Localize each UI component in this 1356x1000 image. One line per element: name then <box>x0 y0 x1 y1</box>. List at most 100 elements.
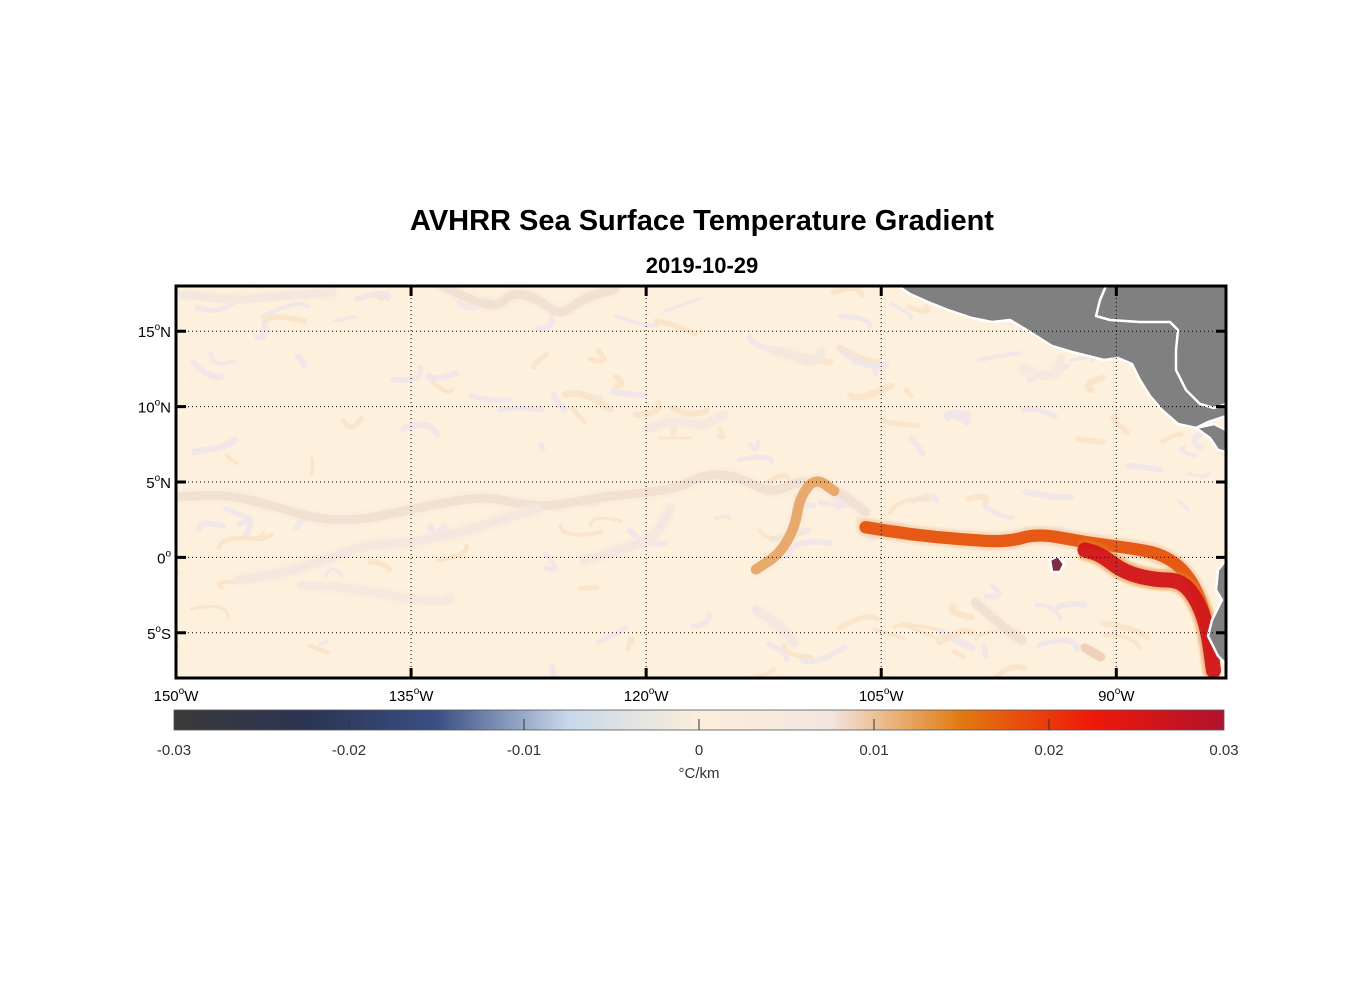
map-title: AVHRR Sea Surface Temperature Gradient <box>410 205 994 237</box>
background-texture <box>562 390 614 413</box>
background-texture <box>893 623 938 640</box>
background-texture <box>613 373 625 389</box>
background-texture <box>610 388 648 399</box>
background-texture <box>977 350 1022 363</box>
galapagos-front <box>1077 542 1222 678</box>
background-texture <box>830 286 865 298</box>
background-texture <box>549 664 576 678</box>
south-filament-d <box>1080 643 1106 662</box>
background-texture <box>340 415 364 430</box>
background-texture <box>224 454 239 466</box>
background-texture <box>965 493 990 506</box>
equatorial-front-east <box>859 521 1220 662</box>
colorbar-tick-label: 0.01 <box>859 742 888 759</box>
background-texture <box>208 351 236 366</box>
background-texture <box>880 416 920 429</box>
colorbar-tick-label: 0.02 <box>1034 742 1063 759</box>
background-texture <box>538 442 546 452</box>
background-texture <box>908 435 926 457</box>
galapagos-islands <box>1048 554 1066 574</box>
south-filament-b <box>751 605 800 648</box>
background-texture <box>332 314 357 323</box>
background-texture <box>309 457 315 476</box>
background-texture <box>468 393 512 403</box>
background-texture <box>669 404 710 417</box>
background-texture <box>189 604 230 620</box>
colorbar-tick-label: -0.03 <box>157 742 191 759</box>
background-texture <box>798 644 848 665</box>
background-texture <box>614 313 660 328</box>
equatorial-front-west <box>176 470 870 525</box>
background-texture <box>190 359 224 381</box>
lon-tick-label: 105oW <box>859 686 905 705</box>
background-texture <box>1021 406 1058 419</box>
background-texture <box>588 516 623 528</box>
north-front-d <box>1018 354 1066 380</box>
background-texture <box>191 436 238 456</box>
background-texture <box>497 405 545 413</box>
south-america-land <box>1206 558 1226 666</box>
graticule <box>176 286 1226 678</box>
latitude-labels: 15oN 10oN 5oN 0o 5oS <box>138 322 172 643</box>
background-texture <box>1191 430 1204 451</box>
background-texture <box>625 636 635 652</box>
background-texture <box>354 290 391 302</box>
background-texture <box>653 318 698 337</box>
central-america-land <box>896 286 1226 430</box>
background-texture <box>254 320 269 341</box>
background-texture <box>260 301 310 319</box>
background-texture <box>937 629 976 651</box>
background-texture <box>784 538 833 560</box>
south-equatorial-front <box>234 504 541 585</box>
lon-tick-label: 150oW <box>154 686 200 705</box>
background-texture <box>632 399 662 418</box>
background-texture <box>1075 436 1106 445</box>
colorbar-tick-label: 0 <box>695 742 703 759</box>
lat-tick-label: 10oN <box>138 398 171 417</box>
cold-tongue-filament <box>750 476 840 575</box>
background-texture <box>317 640 330 646</box>
background-texture <box>294 353 307 369</box>
colorbar-ticks: -0.03 -0.02 -0.01 0 0.01 0.02 0.03 <box>157 719 1239 759</box>
background-texture <box>948 603 975 621</box>
background-texture <box>222 506 254 522</box>
background-texture <box>904 387 914 400</box>
background-texture <box>1034 602 1063 621</box>
background-texture <box>531 351 549 370</box>
colorbar-tick-label: -0.01 <box>507 742 541 759</box>
map-subtitle: 2019-10-29 <box>645 253 759 278</box>
background-texture <box>534 313 555 332</box>
south-filament-a <box>297 580 455 606</box>
background-texture <box>781 643 814 660</box>
background-texture <box>714 514 731 521</box>
background-texture <box>900 621 944 633</box>
background-texture <box>766 641 790 662</box>
background-texture <box>542 551 558 572</box>
background-texture <box>196 520 227 532</box>
background-texture <box>430 380 455 395</box>
background-texture <box>237 518 254 538</box>
background-texture <box>1110 414 1131 436</box>
background-texture <box>984 582 1002 600</box>
background-texture <box>872 627 906 640</box>
north-pacific-front-b <box>176 287 337 304</box>
colorbar-tick-label: 0.03 <box>1209 742 1238 759</box>
lat-tick-label: 15oN <box>138 322 171 341</box>
background-texture <box>662 297 701 313</box>
background-texture <box>847 382 895 401</box>
background-texture <box>587 348 607 364</box>
background-texture <box>1084 374 1106 394</box>
lat-tick-label: 5oN <box>146 473 171 492</box>
background-texture <box>1124 462 1164 473</box>
map-plot-area <box>174 284 1228 680</box>
background-texture <box>981 643 989 660</box>
background-texture <box>390 364 424 383</box>
background-texture <box>982 504 1015 520</box>
background-texture <box>323 567 344 579</box>
background-texture <box>1102 633 1142 650</box>
north-pacific-front-a <box>438 286 620 317</box>
background-texture <box>838 347 890 370</box>
background-texture <box>577 584 600 592</box>
background-texture <box>1022 488 1074 501</box>
background-texture <box>596 624 629 645</box>
